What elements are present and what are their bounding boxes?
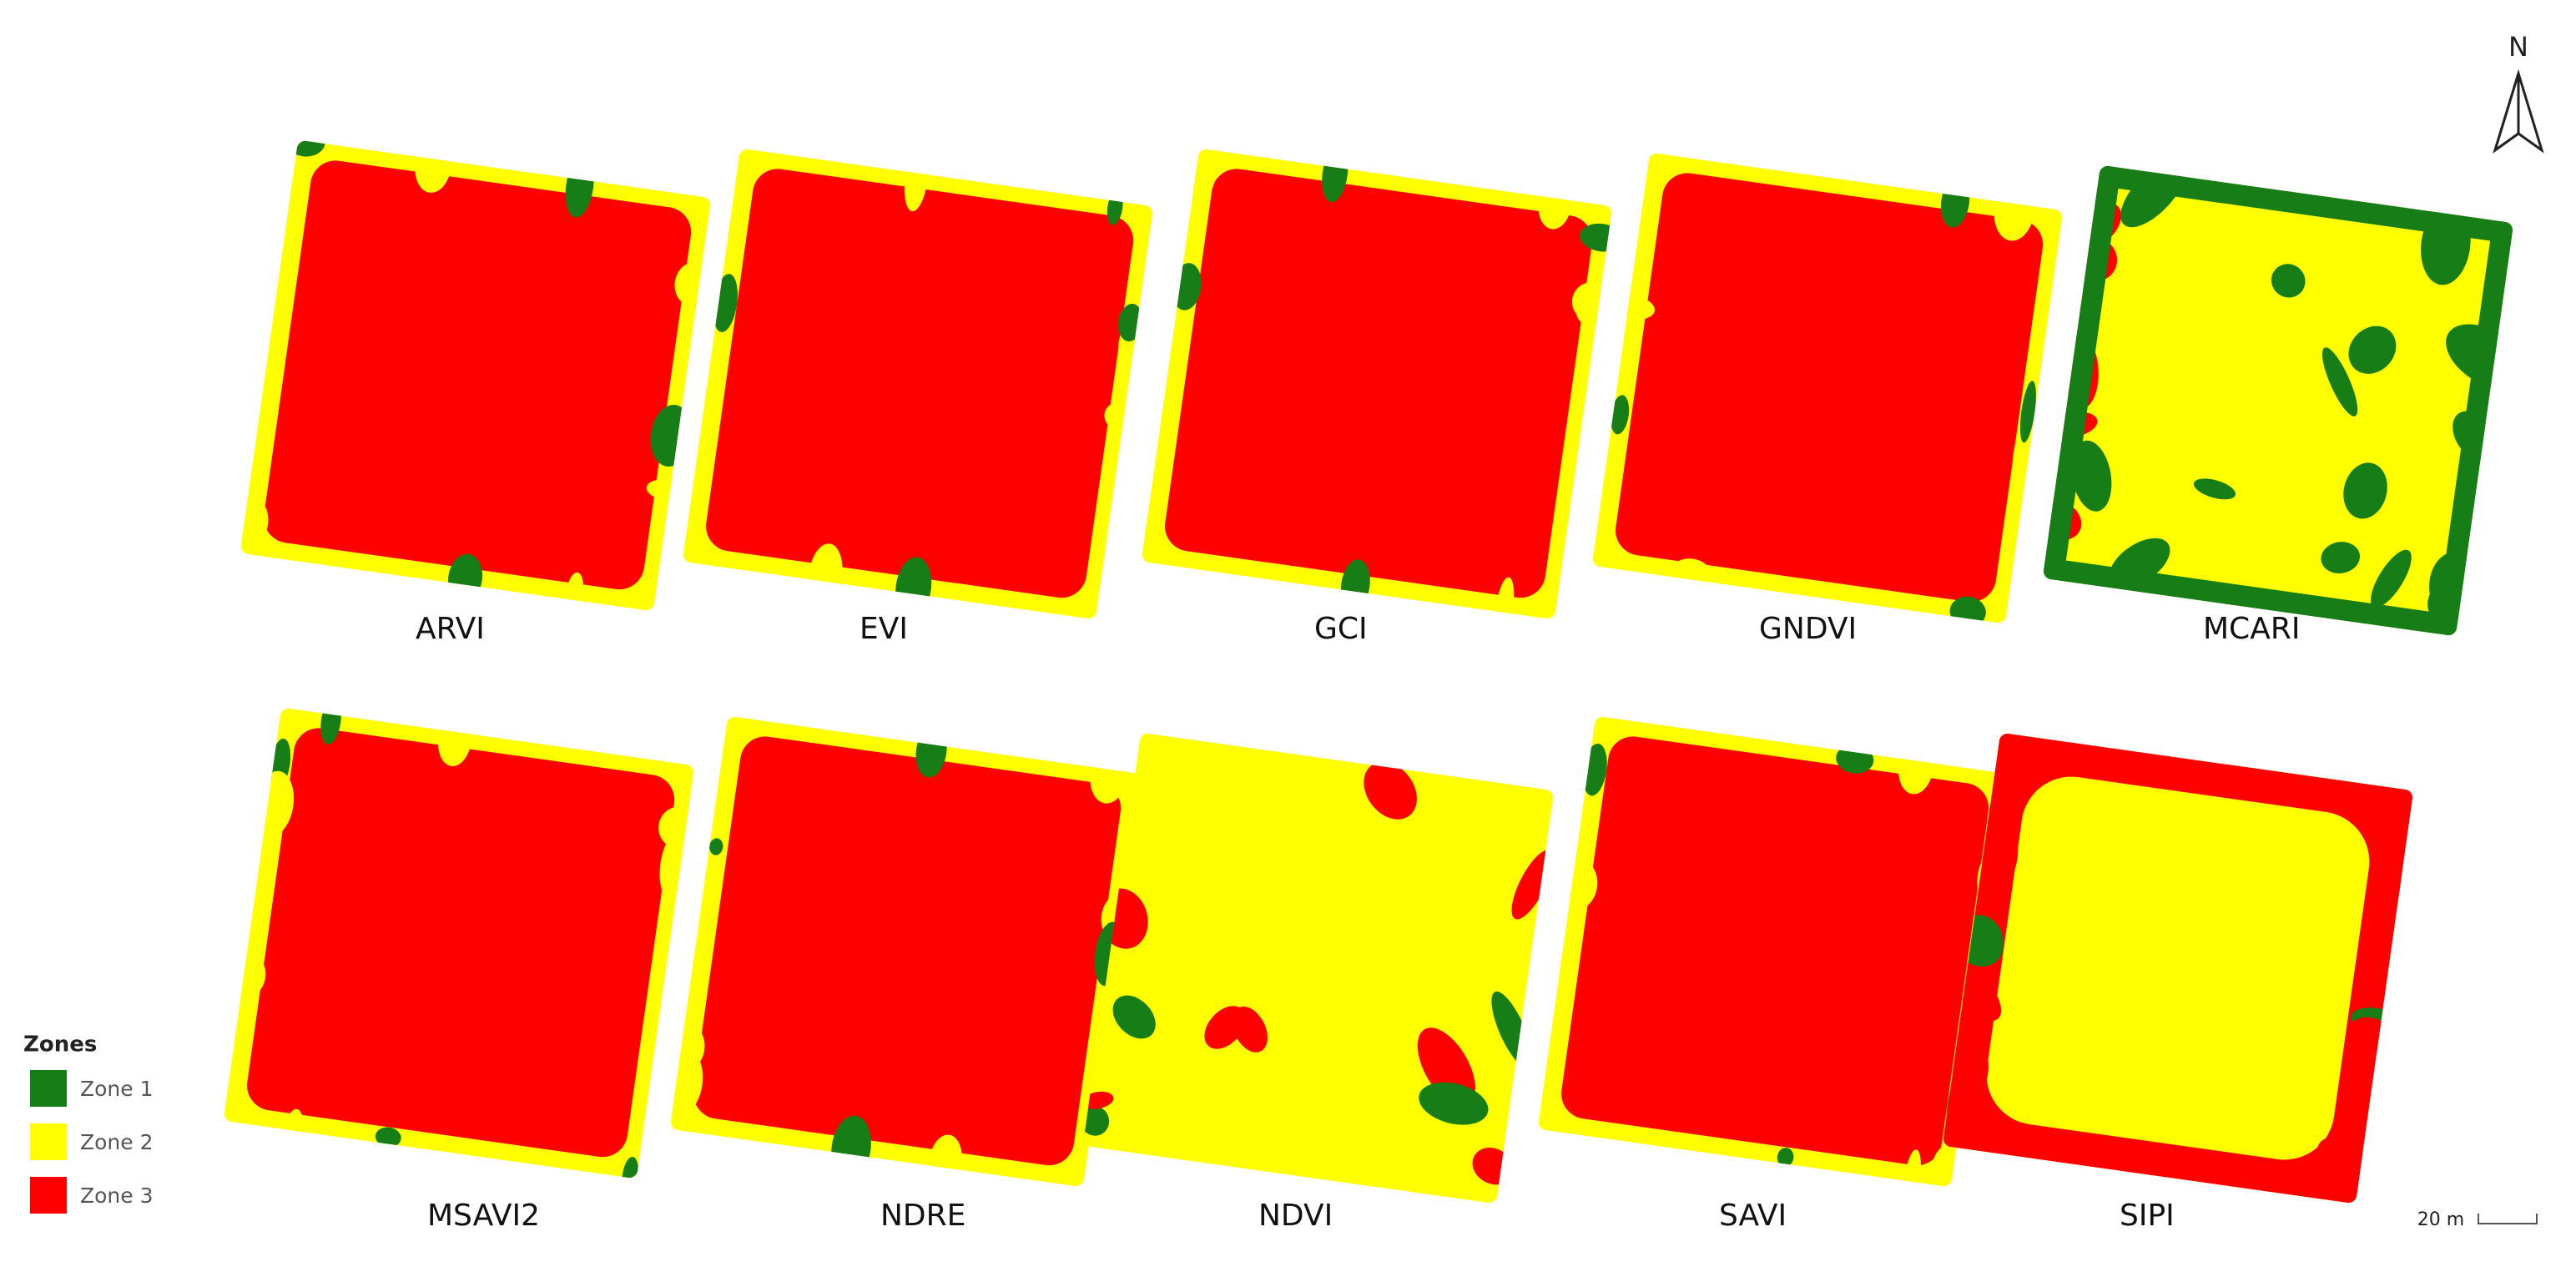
zone-area bbox=[247, 728, 675, 1158]
panel-label: ARVI bbox=[416, 612, 485, 646]
zone-patch bbox=[2193, 478, 2236, 500]
panel-label: GNDVI bbox=[1759, 612, 1857, 646]
zone-map bbox=[669, 715, 1142, 1188]
zone-patch bbox=[2343, 462, 2387, 519]
panel-label: SAVI bbox=[1719, 1199, 1787, 1233]
zone-patch bbox=[1364, 761, 1417, 820]
zone-patch bbox=[2271, 264, 2306, 298]
zone-area bbox=[1986, 776, 2370, 1160]
zone-layer bbox=[669, 715, 1142, 1188]
zone-map bbox=[1942, 732, 2414, 1204]
legend-swatch bbox=[30, 1177, 67, 1214]
zone-patch bbox=[1419, 1082, 1489, 1125]
panel-label: GCI bbox=[1314, 612, 1368, 646]
zone-patch bbox=[1495, 577, 1515, 620]
zone-area bbox=[264, 160, 692, 590]
zone-map bbox=[1591, 152, 2064, 624]
zone-patch bbox=[709, 838, 723, 856]
legend-swatch bbox=[30, 1123, 67, 1160]
zone-patch bbox=[2019, 381, 2036, 443]
zone-patch bbox=[2381, 879, 2402, 905]
zone-layer bbox=[239, 139, 712, 612]
zone-patch bbox=[1112, 995, 1156, 1039]
zone-layer bbox=[1591, 152, 2064, 624]
zone-map bbox=[1537, 715, 2009, 1188]
zone-patch bbox=[1232, 1006, 1268, 1052]
zone-patch bbox=[1611, 395, 1630, 435]
zone-patch bbox=[2321, 542, 2361, 573]
zone-area bbox=[1082, 732, 1555, 1204]
zone-layer bbox=[682, 148, 1154, 620]
legend-swatch bbox=[30, 1070, 67, 1107]
panel-label: NDVI bbox=[1258, 1199, 1333, 1233]
zone-patch bbox=[2321, 347, 2358, 416]
zone-map bbox=[223, 707, 695, 1179]
zone-patch bbox=[2071, 440, 2112, 512]
zone-layer bbox=[1082, 732, 1555, 1204]
zone-map bbox=[682, 148, 1154, 620]
zone-patch bbox=[1777, 1148, 1794, 1167]
zone-patch bbox=[2348, 326, 2397, 374]
panel-label: EVI bbox=[860, 612, 908, 646]
legend-label: Zone 3 bbox=[80, 1184, 154, 1208]
zone-map bbox=[1082, 732, 1555, 1204]
north-label: N bbox=[2508, 31, 2528, 63]
zone-map bbox=[1141, 148, 1613, 620]
zone-layer bbox=[1537, 715, 2009, 1188]
zone-patch bbox=[622, 1156, 639, 1179]
legend-title: Zones bbox=[23, 1032, 97, 1058]
zone-layer bbox=[223, 707, 695, 1179]
zone-area bbox=[2042, 164, 2514, 637]
zone-layer bbox=[2042, 164, 2514, 637]
zone-area bbox=[706, 169, 1134, 598]
zone-map bbox=[2042, 164, 2514, 637]
zone-area bbox=[1165, 169, 1593, 598]
zone-layer bbox=[1942, 732, 2414, 1204]
zone-patch bbox=[1082, 1106, 1110, 1136]
zone-patch bbox=[708, 343, 727, 381]
zone-area bbox=[1561, 736, 1989, 1166]
panel-label: MCARI bbox=[2203, 612, 2300, 646]
north-arrow-half bbox=[2493, 73, 2520, 154]
legend-label: Zone 2 bbox=[80, 1130, 154, 1154]
scale-label: 20 m bbox=[2417, 1209, 2464, 1230]
zone-patch bbox=[1904, 1149, 1921, 1188]
zone-area bbox=[693, 736, 1122, 1166]
zone-patch bbox=[2371, 549, 2412, 608]
zone-map bbox=[239, 139, 712, 612]
zone-area bbox=[1616, 173, 2044, 603]
zone-patch bbox=[1979, 843, 2004, 868]
zone-patch bbox=[246, 461, 268, 497]
panel-label: NDRE bbox=[880, 1199, 965, 1233]
panel-label: MSAVI2 bbox=[427, 1199, 540, 1233]
zone-layer bbox=[1141, 148, 1613, 620]
panel-label: SIPI bbox=[2120, 1199, 2175, 1233]
zone-patch bbox=[1511, 850, 1554, 920]
scale-bar bbox=[2478, 1214, 2538, 1224]
legend-label: Zone 1 bbox=[80, 1077, 154, 1101]
zone-patch bbox=[375, 1127, 401, 1148]
